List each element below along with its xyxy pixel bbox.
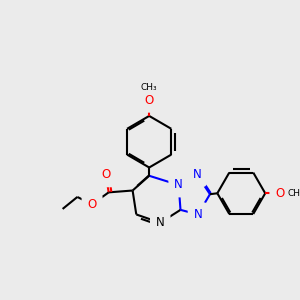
Text: N: N	[194, 208, 202, 221]
Text: CH₃: CH₃	[287, 189, 300, 198]
Text: CH₃: CH₃	[141, 83, 158, 92]
Text: O: O	[101, 168, 110, 182]
Text: N: N	[156, 216, 165, 229]
Text: N: N	[193, 168, 201, 182]
Text: N: N	[174, 178, 183, 191]
Text: O: O	[275, 187, 285, 200]
Text: O: O	[88, 198, 97, 211]
Text: O: O	[145, 94, 154, 107]
